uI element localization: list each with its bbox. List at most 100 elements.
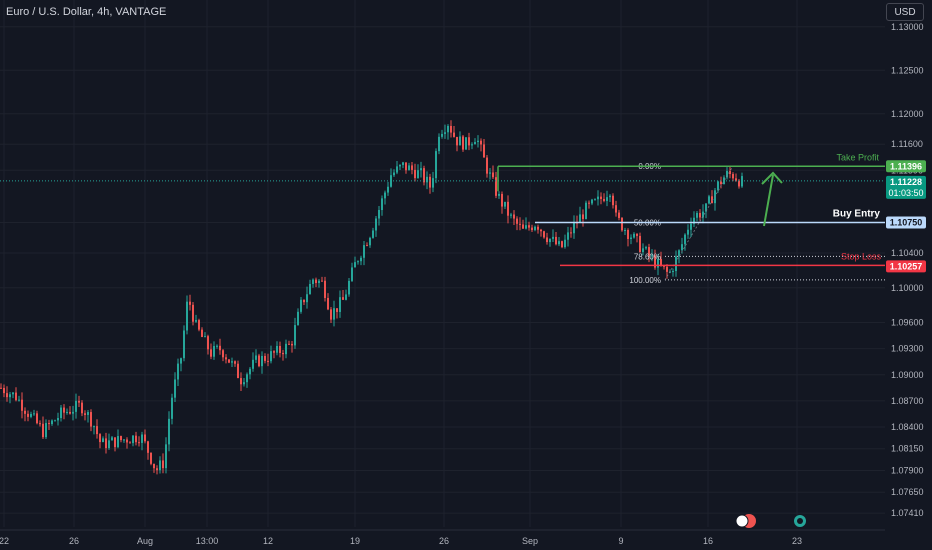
candle-down — [96, 426, 98, 435]
candle-up — [387, 186, 389, 193]
candle-down — [36, 413, 38, 424]
candle-up — [204, 336, 206, 338]
candle-down — [126, 439, 128, 443]
candle-up — [270, 351, 272, 362]
stop-loss-label: Stop Loss — [841, 251, 882, 261]
candle-up — [690, 223, 692, 230]
candle-up — [231, 361, 233, 363]
candle-up — [360, 257, 362, 262]
candle-up — [651, 255, 653, 257]
candle-down — [228, 359, 230, 363]
candle-down — [42, 423, 44, 438]
currency-button[interactable]: USD — [886, 3, 924, 21]
candle-down — [147, 441, 149, 453]
candle-down — [198, 320, 200, 330]
candle-down — [600, 196, 602, 199]
candle-up — [705, 203, 707, 212]
candle-down — [561, 241, 563, 248]
candle-up — [432, 178, 434, 188]
candle-up — [693, 217, 695, 224]
candle-down — [81, 402, 83, 414]
candle-up — [573, 222, 575, 234]
candle-down — [615, 205, 617, 213]
candle-up — [594, 199, 596, 201]
candle-up — [186, 301, 188, 331]
y-tick-label: 1.09300 — [891, 344, 924, 354]
candle-up — [276, 345, 278, 353]
candle-down — [429, 176, 431, 188]
candle-up — [159, 460, 161, 471]
candle-up — [702, 211, 704, 218]
candle-down — [315, 279, 317, 284]
candle-up — [477, 140, 479, 143]
candle-up — [633, 233, 635, 238]
candle-down — [486, 157, 488, 174]
candle-down — [321, 280, 323, 282]
candle-down — [492, 172, 494, 178]
candle-down — [366, 245, 368, 247]
candle-up — [30, 413, 32, 417]
candle-down — [90, 412, 92, 427]
candle-down — [612, 195, 614, 206]
candle-down — [735, 178, 737, 181]
candle-up — [585, 202, 587, 219]
candle-down — [3, 387, 5, 394]
candle-up — [642, 248, 644, 252]
y-tick-label: 1.07410 — [891, 508, 924, 518]
take-profit-label: Take Profit — [836, 152, 879, 162]
candle-up — [243, 382, 245, 385]
candle-up — [357, 261, 359, 263]
candle-up — [420, 168, 422, 171]
candle-up — [375, 218, 377, 231]
candle-up — [396, 166, 398, 173]
candle-up — [117, 436, 119, 448]
candle-up — [717, 181, 719, 191]
candle-up — [57, 418, 59, 421]
candle-down — [273, 351, 275, 353]
candle-up — [141, 434, 143, 443]
x-tick-label: Sep — [522, 536, 538, 546]
x-tick-label: 26 — [69, 536, 79, 546]
candle-up — [444, 132, 446, 134]
candle-up — [72, 411, 74, 414]
us-flag-icon-front — [735, 514, 749, 528]
candle-up — [597, 196, 599, 200]
candle-up — [558, 241, 560, 245]
candle-down — [135, 435, 137, 443]
candle-up — [609, 195, 611, 198]
candle-down — [264, 355, 266, 361]
target-arrow-head — [761, 171, 783, 185]
candle-up — [630, 237, 632, 239]
current-price-tag-bg — [886, 175, 926, 199]
candle-down — [342, 297, 344, 300]
candle-down — [0, 387, 2, 389]
candle-up — [75, 400, 77, 412]
candle-down — [189, 301, 191, 305]
candle-up — [255, 355, 257, 360]
candle-down — [522, 224, 524, 229]
candle-down — [207, 336, 209, 350]
candle-down — [6, 393, 8, 398]
candle-down — [636, 233, 638, 236]
candle-up — [132, 435, 134, 444]
candle-down — [732, 174, 734, 179]
candle-up — [675, 256, 677, 272]
candle-up — [672, 271, 674, 273]
candle-down — [63, 407, 65, 413]
candle-down — [144, 434, 146, 442]
candle-up — [378, 210, 380, 219]
candle-up — [87, 412, 89, 415]
candle-down — [468, 137, 470, 146]
candle-down — [519, 223, 521, 225]
candle-up — [174, 379, 176, 398]
candle-up — [708, 196, 710, 204]
candle-down — [456, 136, 458, 146]
candle-down — [450, 125, 452, 133]
candle-down — [210, 349, 212, 357]
fib-level-label: 78.60% — [634, 252, 661, 261]
stop-loss-price-tag: 1.10257 — [890, 261, 923, 271]
candle-down — [738, 180, 740, 187]
candle-down — [483, 144, 485, 158]
candle-up — [294, 325, 296, 346]
